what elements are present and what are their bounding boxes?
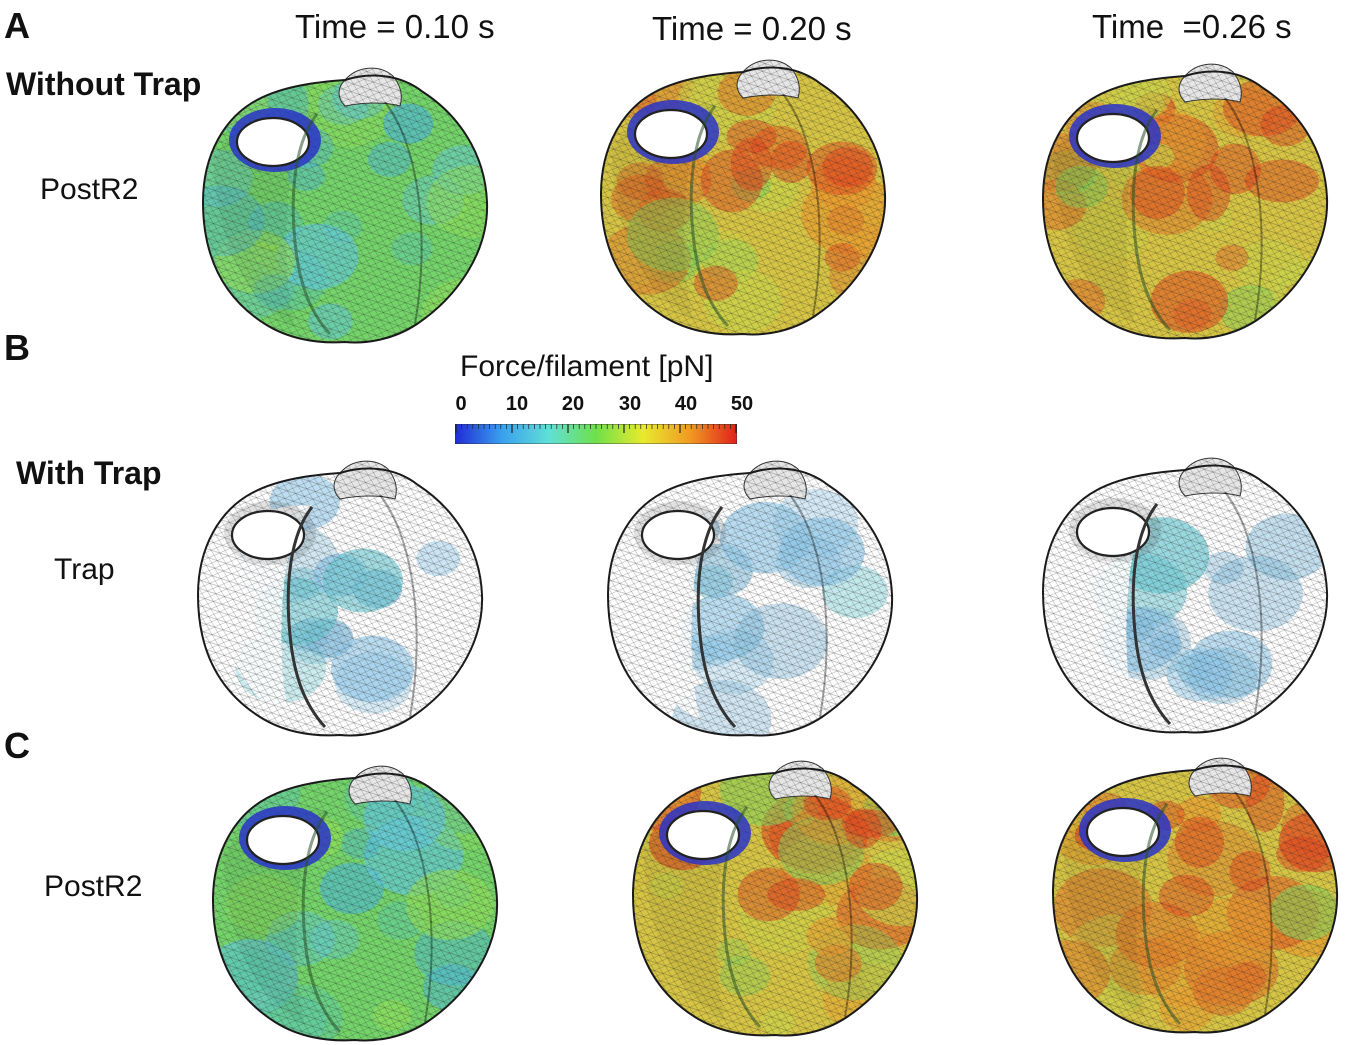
heart-outline — [599, 66, 887, 336]
heart-outline — [1041, 70, 1329, 340]
apex-cap-mesh — [339, 68, 402, 106]
septum-line — [721, 806, 762, 1029]
heart-mesh-a3 — [1041, 63, 1329, 340]
septum-line — [689, 105, 730, 328]
valve-opening — [235, 116, 311, 168]
ventricle-contour — [384, 101, 423, 325]
septum-line — [301, 811, 342, 1034]
heart-outline — [606, 467, 894, 737]
ventricle-contour — [1224, 97, 1263, 321]
colorbar-tick-label: 40 — [674, 393, 698, 415]
apex-cap-mesh — [1189, 758, 1252, 796]
ventricle-contour — [782, 93, 821, 317]
heart-mesh-a1 — [201, 67, 489, 344]
group-label-without-trap: Without Trap — [6, 66, 202, 102]
ventricle-contour — [379, 494, 418, 718]
valve-opening — [640, 509, 716, 561]
ventricle-contour — [814, 794, 853, 1018]
heart-mesh-c3 — [1051, 757, 1339, 1034]
valve-opening — [633, 108, 709, 160]
valve-opening — [665, 809, 741, 861]
heart-outline — [631, 767, 919, 1037]
panel-letter-a: A — [4, 5, 30, 46]
septum-line — [291, 113, 332, 336]
valve-opening — [230, 509, 306, 561]
time-header-2: Time = 0.20 s — [652, 10, 852, 47]
row-label-c: PostR2 — [44, 870, 143, 903]
apex-cap-mesh — [1179, 458, 1242, 496]
septum-line — [286, 506, 327, 729]
heart-mesh-b1 — [196, 460, 484, 737]
heart-outline — [1051, 764, 1339, 1034]
apex-cap-mesh — [737, 60, 800, 98]
time-header-1: Time = 0.10 s — [295, 8, 495, 45]
colorbar — [455, 424, 737, 444]
colorbar-tick-label: 50 — [730, 393, 754, 415]
colorbar-title: Force/filament [pN] — [460, 350, 714, 383]
apex-cap-mesh — [744, 461, 807, 499]
panel-letter-c: C — [4, 725, 30, 766]
time-header-3: Time =0.26 s — [1092, 8, 1292, 45]
apex-cap-mesh — [1179, 64, 1242, 102]
panel-letter-b: B — [4, 327, 30, 368]
row-label-a: PostR2 — [40, 173, 139, 206]
valve-opening — [1085, 806, 1161, 858]
apex-cap-mesh — [334, 461, 397, 499]
septum-line — [696, 506, 737, 729]
heart-mesh-b3 — [1041, 457, 1329, 734]
heart-mesh-c1 — [211, 765, 499, 1042]
ventricle-contour — [789, 494, 828, 718]
colorbar-tick-label: 0 — [455, 393, 467, 415]
septum-line — [1131, 503, 1172, 726]
row-label-b: Trap — [54, 553, 115, 586]
ventricle-contour — [1234, 791, 1273, 1015]
apex-cap-mesh — [769, 761, 832, 799]
ventricle-contour — [1224, 491, 1263, 715]
heart-outline — [201, 74, 489, 344]
colorbar-tick-label: 10 — [505, 393, 529, 415]
heart-outline — [1041, 464, 1329, 734]
colorbar-tick-label: 20 — [561, 393, 585, 415]
valve-opening — [1075, 506, 1151, 558]
heart-mesh-c2 — [631, 760, 919, 1037]
apex-cap-mesh — [349, 766, 412, 804]
group-label-with-trap: With Trap — [16, 455, 162, 491]
septum-line — [1131, 109, 1172, 332]
heart-outline — [196, 467, 484, 737]
heart-mesh-b2 — [606, 460, 894, 737]
heart-mesh-a2 — [599, 59, 887, 336]
valve-opening — [1075, 112, 1151, 164]
valve-opening — [245, 814, 321, 866]
colorbar-tick-label: 30 — [618, 393, 642, 415]
ventricle-contour — [394, 799, 433, 1023]
septum-line — [1141, 803, 1182, 1026]
